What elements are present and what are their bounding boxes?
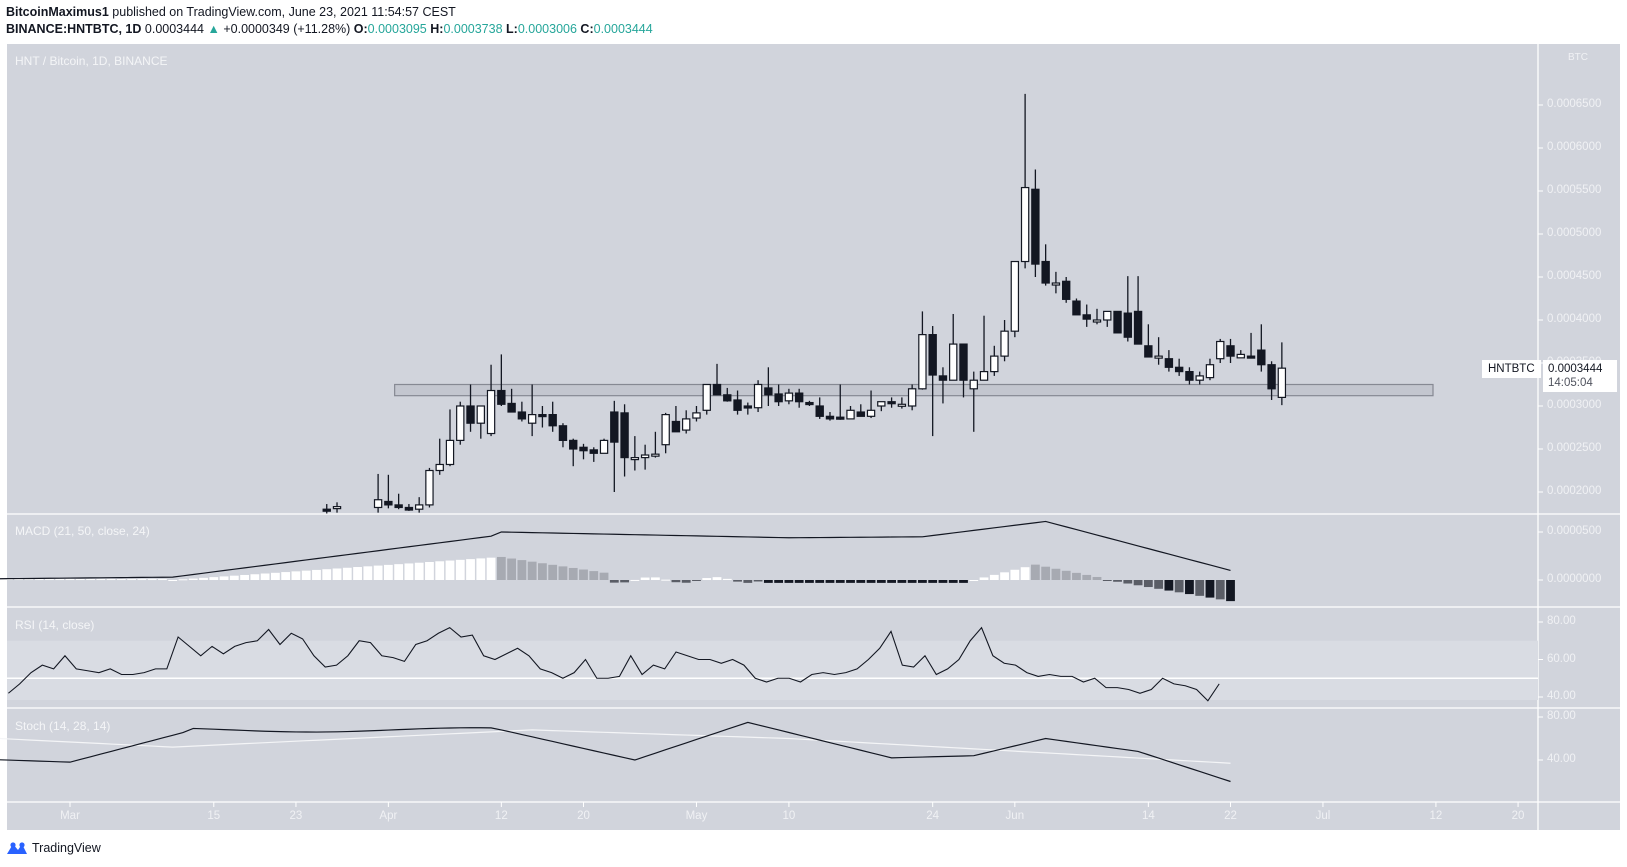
price-axis-label: 0.0000500 [1547, 525, 1602, 537]
up-arrow-icon: ▲ [207, 22, 220, 36]
publisher-name[interactable]: BitcoinMaximus1 [6, 5, 109, 19]
price-axis-label: 0.0004000 [1547, 313, 1602, 325]
change-value: +0.0000349 (+11.28%) [223, 22, 351, 36]
price-axis-label: 0.0006500 [1547, 98, 1602, 110]
price-axis-label: 80.00 [1547, 615, 1576, 627]
time-axis-label: 12 [494, 810, 508, 822]
currency-label: BTC [1568, 52, 1588, 63]
price-axis-label: 0.0006000 [1547, 141, 1602, 153]
time-axis-label: 15 [207, 810, 221, 822]
time-axis-label: 24 [926, 810, 940, 822]
price-axis-label: 40.00 [1547, 690, 1576, 702]
price-axis-label: 0.0004500 [1547, 270, 1602, 282]
time-axis-label: 23 [289, 810, 303, 822]
price-axis-label: 0.0002500 [1547, 442, 1602, 454]
time-axis-label: Mar [60, 810, 80, 822]
symbol-label: BINANCE:HNTBTC, 1D [6, 22, 142, 36]
last-price-tag-value: 0.0003444 [1548, 363, 1603, 375]
price-axis-label: 80.00 [1547, 710, 1576, 722]
price-axis-label: 0.0000000 [1547, 573, 1602, 585]
time-axis-label: Jul [1315, 810, 1331, 822]
close-label: C: [580, 22, 594, 36]
open-value: 0.0003095 [367, 22, 427, 36]
macd-pane-title: MACD (21, 50, close, 24) [15, 524, 150, 538]
low-label: L: [506, 22, 518, 36]
rsi-pane-title: RSI (14, close) [15, 618, 95, 632]
ohlc-legend: BINANCE:HNTBTC, 1D 0.0003444 ▲ +0.000034… [6, 22, 653, 36]
time-axis-label: 12 [1429, 810, 1443, 822]
time-axis-label: May [685, 810, 708, 822]
main-pane-title: HNT / Bitcoin, 1D, BINANCE [15, 54, 168, 68]
time-axis-label: Jun [1005, 810, 1025, 822]
time-axis-label: 14 [1141, 810, 1155, 822]
price-axis-label: 40.00 [1547, 753, 1576, 765]
price-axis-label: 60.00 [1547, 652, 1576, 665]
last-price: 0.0003444 [144, 22, 204, 36]
high-label: H: [430, 22, 444, 36]
price-axis-label: 0.0005000 [1547, 227, 1602, 239]
time-axis-label: 20 [577, 810, 590, 822]
price-axis-label: 0.0002000 [1547, 485, 1602, 497]
tradingview-logo-icon [7, 842, 27, 854]
price-axis-label: 0.0003000 [1547, 399, 1602, 411]
symbol-price-tag: HNTBTC [1482, 360, 1541, 378]
publish-line: BitcoinMaximus1 published on TradingView… [6, 5, 456, 19]
published-text: published on TradingView.com, June 23, 2… [112, 5, 456, 19]
last-price-tag: 0.0003444 14:05:04 [1543, 360, 1617, 392]
time-axis-label: 22 [1224, 810, 1237, 822]
low-value: 0.0003006 [517, 22, 577, 36]
high-value: 0.0003738 [443, 22, 503, 36]
time-axis-label: 10 [782, 810, 796, 822]
tradingview-logo[interactable]: TradingView [6, 841, 101, 855]
stoch-pane-title: Stoch (14, 28, 14) [15, 719, 111, 733]
close-value: 0.0003444 [593, 22, 653, 36]
time-axis-label: Apr [379, 810, 398, 822]
open-label: O: [353, 22, 368, 36]
time-axis-label: 20 [1511, 810, 1525, 822]
price-axis-label: 0.0005500 [1547, 184, 1602, 196]
bar-countdown: 14:05:04 [1548, 377, 1593, 389]
tradingview-brand: TradingView [32, 841, 101, 855]
